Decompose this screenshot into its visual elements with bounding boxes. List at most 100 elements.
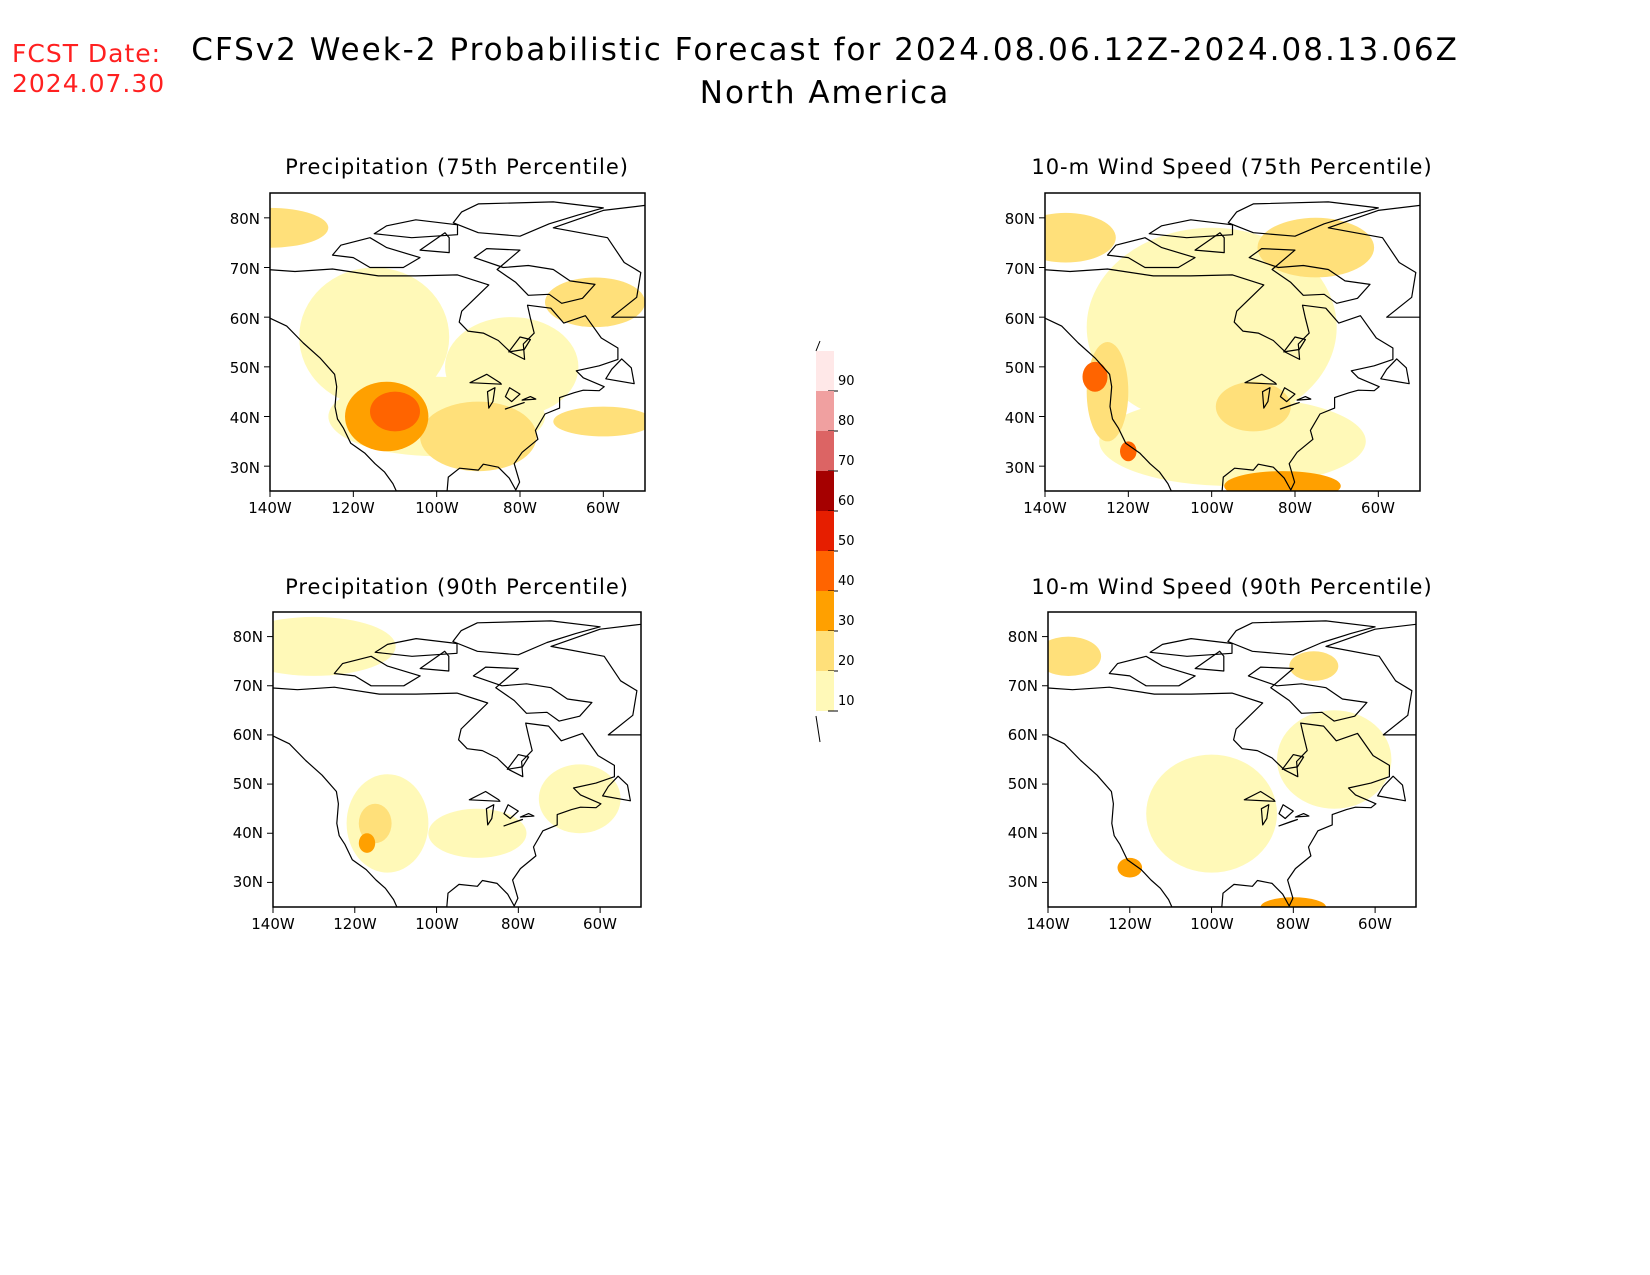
coastline-path (508, 336, 531, 353)
probability-blob (1277, 710, 1392, 809)
coastline-path (333, 655, 421, 687)
lat-tick-label: 60N (1005, 310, 1035, 328)
probability-shading (270, 207, 645, 472)
colorbar-label: 90 (838, 374, 855, 389)
coastline-path (1294, 813, 1310, 818)
probability-blob (1224, 471, 1341, 491)
coastline-path (373, 219, 459, 239)
longitude-axis: 140W 120W 100W 80W 60W (1023, 499, 1395, 517)
lon-tick-label: 120W (331, 499, 375, 517)
lon-tick-label: 120W (1106, 499, 1150, 517)
lat-tick-label: 80N (230, 210, 260, 228)
colorbar-label: 60 (838, 494, 855, 509)
lon-tick-label: 80W (1278, 499, 1312, 517)
coastline-path (1380, 358, 1410, 385)
lat-tick-label: 70N (233, 677, 263, 695)
probability-blob (1257, 217, 1375, 278)
figure-title: CFSv2 Week-2 Probabilistic Forecast for … (191, 32, 1459, 68)
probability-blob (1086, 227, 1337, 427)
lat-tick-label: 50N (1008, 775, 1038, 793)
lat-tick-label: 60N (230, 310, 260, 328)
colorbar-label: 30 (838, 614, 855, 629)
probability-blob (358, 803, 392, 844)
panel-title: Precipitation (90th Percentile) (285, 575, 629, 599)
coastline-path (1194, 232, 1225, 254)
colorbar-label: 50 (838, 534, 855, 549)
axis-tick-marks (267, 636, 601, 913)
lat-tick-label: 70N (1008, 677, 1038, 695)
coastline-path (605, 358, 635, 385)
longitude-axis: 140W 120W 100W 80W 60W (1026, 915, 1392, 933)
panel-precip-90th: Precipitation (90th Percentile) 80N 70N … (233, 575, 642, 933)
lon-tick-label: 140W (1023, 499, 1067, 517)
coastline-path (1260, 804, 1270, 826)
probability-blob (545, 277, 645, 328)
coastline-path (1325, 623, 1416, 736)
probability-blob (273, 616, 396, 676)
probability-shading (273, 616, 621, 873)
probability-shading (1048, 636, 1392, 907)
colorbar-top-arrow (815, 340, 821, 352)
coastline (1048, 620, 1416, 907)
probability-blob (299, 267, 450, 407)
coastline-path (1278, 804, 1294, 820)
map-frame (269, 192, 646, 492)
probability-blob (1289, 651, 1339, 681)
lat-tick-label: 30N (1008, 873, 1038, 891)
lon-tick-label: 80W (501, 915, 535, 933)
coastline (1045, 201, 1420, 491)
probability-blob (553, 406, 645, 437)
probability-blob (270, 207, 329, 248)
latitude-axis: 80N 70N 60N 50N 40N 30N (230, 210, 260, 477)
colorbar-label: 20 (838, 654, 855, 669)
coastline-path (1227, 201, 1379, 237)
map-frame (1044, 192, 1421, 492)
colorbar-swatch (816, 631, 834, 671)
colorbar-swatch (816, 351, 834, 391)
coastline-path (1149, 638, 1233, 657)
lon-tick-label: 100W (415, 499, 459, 517)
lat-tick-label: 70N (1005, 260, 1035, 278)
coastline-path (1377, 775, 1406, 802)
lon-tick-label: 140W (251, 915, 295, 933)
coastline-path (1248, 248, 1371, 304)
colorbar-label: 10 (838, 694, 855, 709)
lat-tick-label: 30N (1005, 459, 1035, 477)
coastline-path (452, 620, 601, 656)
coastline-path (486, 387, 496, 409)
colorbar-swatch (816, 551, 834, 591)
probability-blob (358, 833, 376, 853)
coastline-path (273, 686, 615, 907)
coastline-path (1247, 666, 1368, 722)
coastline-path (1148, 219, 1234, 239)
lat-tick-label: 50N (1005, 359, 1035, 377)
coastline-path (452, 201, 604, 237)
panel-title: Precipitation (75th Percentile) (285, 155, 629, 179)
latitude-axis: 80N 70N 60N 50N 40N 30N (1005, 210, 1035, 477)
colorbar-swatch (816, 671, 834, 711)
lon-tick-label: 140W (1026, 915, 1070, 933)
lat-tick-label: 40N (1005, 409, 1035, 427)
lon-tick-label: 60W (1358, 915, 1392, 933)
coastline-path (1261, 387, 1271, 409)
map-frame (272, 611, 642, 908)
lat-tick-label: 60N (233, 726, 263, 744)
longitude-axis: 140W 120W 100W 80W 60W (251, 915, 617, 933)
panel-precip-75th: Precipitation (75th Percentile) 80N 70N … (230, 155, 646, 517)
lat-tick-label: 40N (233, 824, 263, 842)
lon-tick-label: 140W (248, 499, 292, 517)
colorbar-swatch (816, 471, 834, 511)
lon-tick-label: 60W (583, 915, 617, 933)
coastline-path (506, 754, 530, 770)
coastline-path (374, 638, 458, 657)
panel-wind-75th: 10-m Wind Speed (75th Percentile) 80N 70… (1005, 155, 1432, 517)
coastline-path (485, 804, 495, 826)
coastline-path (331, 237, 421, 269)
probability-blob (1086, 342, 1129, 442)
lon-tick-label: 120W (1108, 915, 1152, 933)
coastline (270, 201, 645, 491)
colorbar-label: 70 (838, 454, 855, 469)
longitude-axis: 140W 120W 100W 80W 60W (248, 499, 620, 517)
lat-tick-label: 40N (1008, 824, 1038, 842)
